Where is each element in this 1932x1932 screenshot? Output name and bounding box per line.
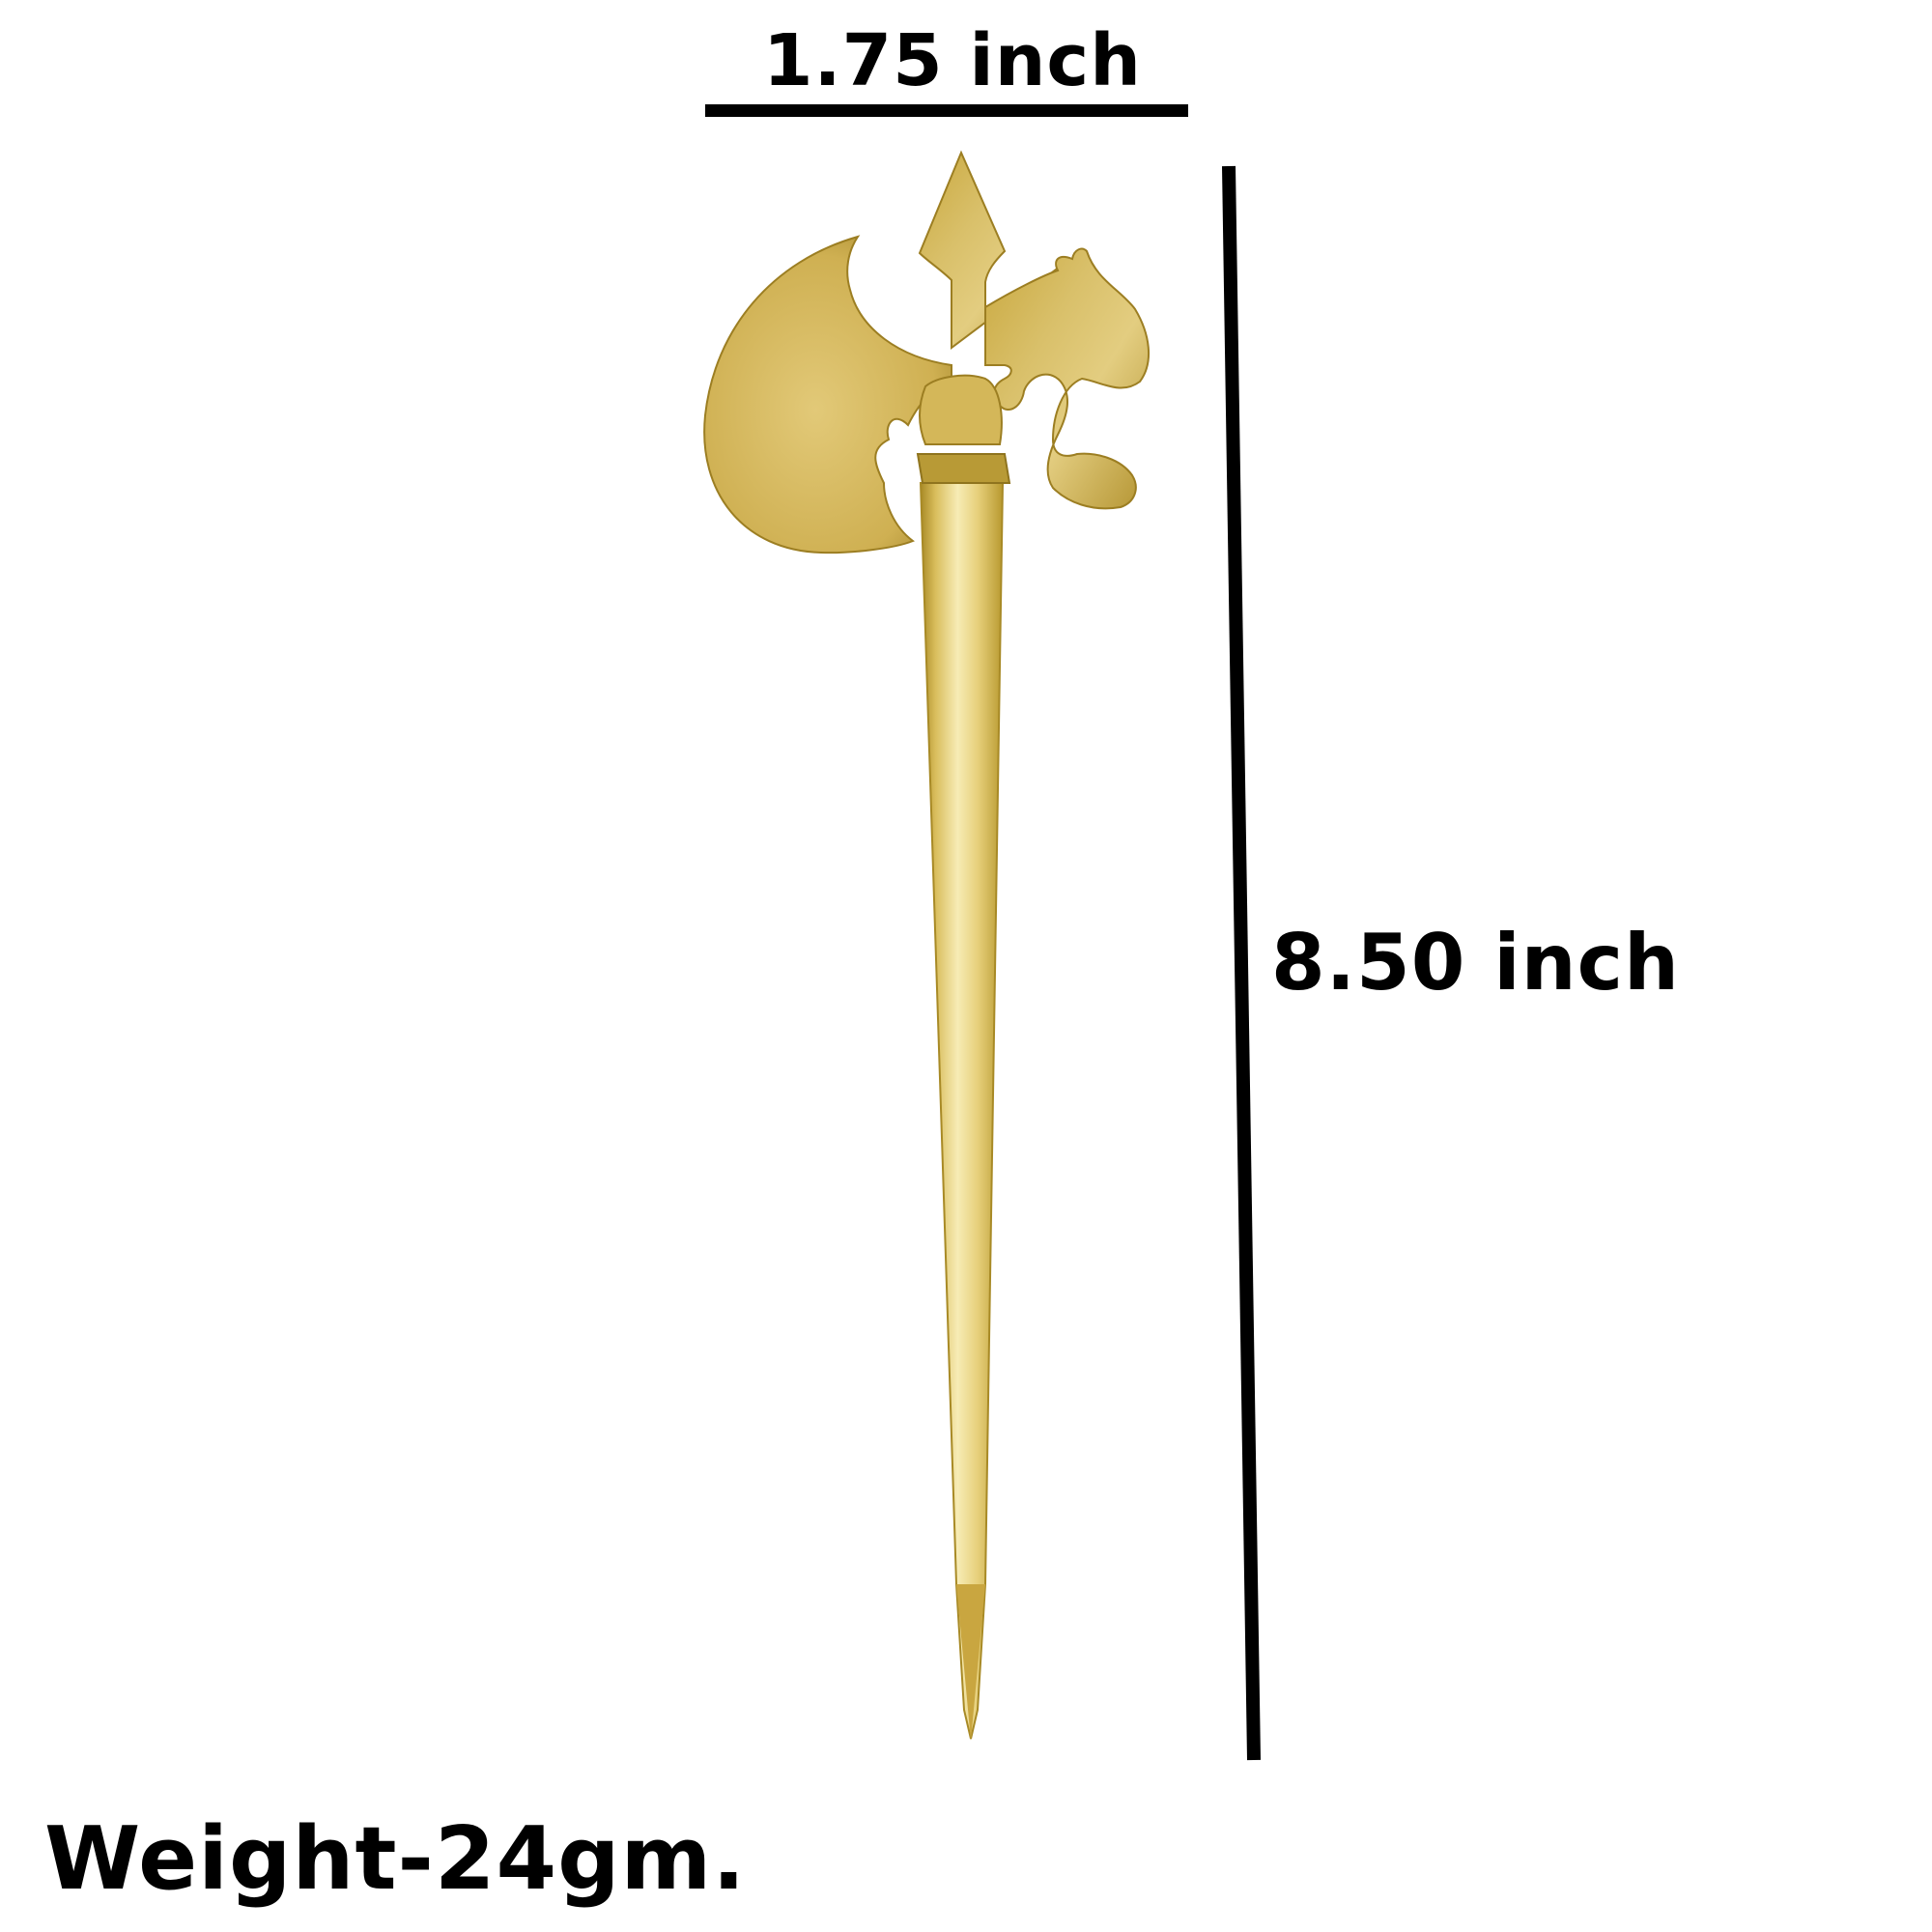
height-dimension-line	[1222, 165, 1261, 1761]
hair-stick-collar	[916, 453, 1011, 484]
curled-ornament	[984, 247, 1151, 510]
hair-stick-shaft	[919, 482, 1005, 1740]
width-dimension-label: 1.75 inch	[763, 19, 1142, 102]
width-dimension-line	[705, 104, 1188, 117]
axe-blade	[703, 235, 952, 554]
height-dimension-label: 8.50 inch	[1271, 918, 1680, 1008]
weight-label: Weight-24gm.	[44, 1808, 747, 1910]
hair-stick-tip	[956, 1584, 985, 1741]
hair-stick-knot	[919, 374, 1003, 445]
